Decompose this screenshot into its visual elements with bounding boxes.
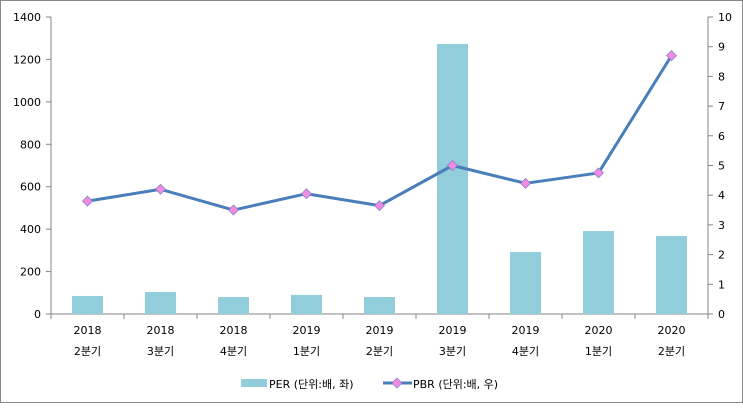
right-tick-label: 8 [718, 70, 725, 83]
x-tick-label-quarter: 4분기 [512, 345, 539, 358]
pbr-marker [155, 183, 166, 195]
pbr-marker [374, 200, 385, 212]
pbr-marker [301, 188, 312, 200]
x-tick-label-quarter: 1분기 [293, 345, 320, 358]
pbr-marker [447, 160, 458, 171]
left-tick-label: 1200 [13, 53, 41, 66]
right-tick-label: 7 [718, 100, 725, 113]
right-tick-label: 10 [718, 11, 732, 24]
per-bar [583, 231, 614, 314]
per-bar [72, 295, 103, 314]
right-tick-label: 2 [718, 249, 725, 262]
x-tick-label-year: 2019 [366, 324, 394, 337]
pbr-marker [520, 177, 531, 189]
x-tick-label-quarter: 1분기 [585, 345, 612, 358]
left-tick-label: 600 [20, 181, 41, 194]
pbr-marker [82, 195, 93, 207]
right-tick-label: 3 [718, 219, 725, 232]
per-bar [656, 235, 687, 314]
x-tick-label-year: 2020 [658, 324, 686, 337]
legend-per-swatch [241, 379, 267, 387]
pbr-line [87, 54, 673, 212]
x-tick-label-year: 2019 [512, 324, 540, 337]
legend-pbr-label: PBR (단위:배, 우) [413, 378, 498, 391]
x-tick-label-year: 2019 [293, 324, 321, 337]
x-tick-label-year: 2019 [439, 324, 467, 337]
legend-pbr-marker [391, 377, 403, 389]
per-bar [145, 291, 176, 314]
right-tick-label: 4 [718, 189, 725, 202]
right-tick-label: 1 [718, 278, 725, 291]
legend-per-label: PER (단위:배, 좌) [269, 378, 354, 391]
x-tick-label-quarter: 3분기 [147, 345, 174, 358]
left-tick-label: 200 [20, 266, 41, 279]
x-tick-label-year: 2020 [585, 324, 613, 337]
left-tick-label: 800 [20, 138, 41, 151]
left-tick-label: 1400 [13, 11, 41, 24]
x-tick-label-quarter: 2분기 [658, 345, 685, 358]
x-tick-label-quarter: 2분기 [74, 345, 101, 358]
x-tick-label-year: 2018 [74, 324, 102, 337]
per-bar [437, 43, 468, 315]
per-bar [218, 297, 249, 314]
right-tick-label: 9 [718, 41, 725, 54]
right-tick-label: 6 [718, 130, 725, 143]
left-tick-label: 400 [20, 223, 41, 236]
x-tick-label-year: 2018 [147, 324, 175, 337]
right-tick-label: 0 [718, 308, 725, 321]
left-tick-label: 1000 [13, 96, 41, 109]
x-tick-label-quarter: 2분기 [366, 345, 393, 358]
left-tick-label: 0 [34, 308, 41, 321]
right-tick-label: 5 [718, 160, 725, 173]
pbr-marker [593, 167, 604, 179]
per-bar [510, 252, 541, 314]
pbr-marker [228, 204, 239, 216]
pbr-marker [666, 50, 677, 62]
x-tick-label-year: 2018 [220, 324, 248, 337]
x-tick-label-quarter: 3분기 [439, 345, 466, 358]
per-bar [291, 294, 322, 314]
x-tick-label-quarter: 4분기 [220, 345, 247, 358]
per-bar [364, 297, 395, 314]
